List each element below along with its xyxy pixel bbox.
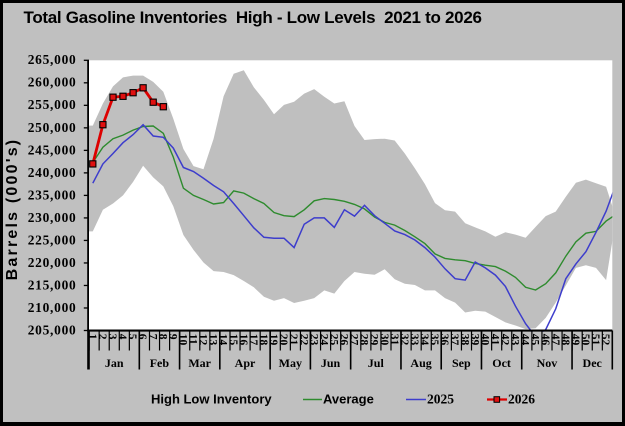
svg-text:9: 9: [166, 334, 178, 340]
svg-text:38: 38: [458, 334, 470, 346]
svg-text:3: 3: [106, 334, 118, 340]
svg-text:28: 28: [358, 334, 370, 346]
svg-text:45: 45: [529, 334, 541, 346]
svg-text:1: 1: [86, 334, 98, 340]
svg-text:51: 51: [589, 334, 601, 346]
svg-text:Mar: Mar: [188, 356, 211, 370]
svg-text:42: 42: [499, 334, 511, 346]
svg-text:35: 35: [428, 334, 440, 346]
svg-text:23: 23: [307, 334, 319, 346]
svg-text:5: 5: [126, 334, 138, 340]
svg-text:6: 6: [136, 334, 148, 340]
svg-text:Total Gasoline Inventories Hi: Total Gasoline Inventories High - Low Le…: [24, 8, 482, 27]
svg-text:43: 43: [509, 334, 521, 346]
svg-text:215,000: 215,000: [28, 277, 77, 292]
svg-text:49: 49: [569, 334, 581, 346]
svg-text:41: 41: [489, 334, 501, 346]
svg-text:High Low Inventory: High Low Inventory: [151, 392, 272, 407]
svg-text:22: 22: [297, 334, 309, 346]
svg-text:39: 39: [468, 334, 480, 346]
svg-text:52: 52: [599, 334, 611, 346]
svg-text:30: 30: [378, 334, 390, 346]
svg-text:255,000: 255,000: [28, 97, 77, 112]
svg-text:31: 31: [388, 334, 400, 346]
svg-text:36: 36: [438, 334, 450, 346]
svg-text:230,000: 230,000: [28, 210, 77, 225]
svg-text:2026: 2026: [508, 392, 535, 407]
svg-text:2: 2: [96, 334, 108, 340]
svg-text:Feb: Feb: [150, 356, 170, 370]
svg-text:210,000: 210,000: [28, 300, 77, 315]
svg-text:8: 8: [156, 334, 168, 340]
svg-text:19: 19: [267, 334, 279, 346]
svg-text:May: May: [279, 356, 302, 370]
svg-text:47: 47: [549, 334, 561, 346]
svg-text:235,000: 235,000: [28, 187, 77, 202]
svg-text:33: 33: [408, 334, 420, 346]
svg-text:245,000: 245,000: [28, 142, 77, 157]
svg-text:Jun: Jun: [321, 356, 341, 370]
svg-text:27: 27: [348, 334, 360, 346]
svg-text:Oct: Oct: [492, 356, 511, 370]
svg-text:7: 7: [146, 334, 158, 340]
svg-text:205,000: 205,000: [28, 322, 77, 337]
svg-text:20: 20: [277, 334, 289, 346]
svg-text:265,000: 265,000: [28, 52, 77, 67]
svg-text:220,000: 220,000: [28, 255, 77, 270]
svg-text:12: 12: [197, 334, 209, 346]
svg-text:250,000: 250,000: [28, 120, 77, 135]
svg-text:Jul: Jul: [368, 356, 385, 370]
svg-text:Sep: Sep: [452, 356, 471, 370]
svg-text:17: 17: [247, 334, 259, 346]
svg-text:11: 11: [187, 334, 199, 345]
svg-text:24: 24: [317, 334, 329, 346]
svg-text:44: 44: [519, 334, 531, 346]
svg-text:32: 32: [398, 334, 410, 346]
svg-text:13: 13: [207, 334, 219, 346]
svg-text:37: 37: [448, 334, 460, 346]
svg-text:Apr: Apr: [235, 356, 256, 370]
svg-text:10: 10: [177, 334, 189, 346]
svg-text:46: 46: [539, 334, 551, 346]
svg-text:15: 15: [227, 334, 239, 346]
svg-text:240,000: 240,000: [28, 165, 77, 180]
svg-text:Jan: Jan: [105, 356, 124, 370]
svg-text:Barrels (000's): Barrels (000's): [4, 138, 21, 281]
svg-text:260,000: 260,000: [28, 75, 77, 90]
svg-text:29: 29: [368, 334, 380, 346]
svg-text:4: 4: [116, 334, 128, 340]
svg-text:Average: Average: [323, 392, 374, 407]
svg-text:26: 26: [338, 334, 350, 346]
svg-text:18: 18: [257, 334, 269, 346]
svg-text:14: 14: [217, 334, 229, 346]
svg-text:Dec: Dec: [583, 356, 603, 370]
svg-text:225,000: 225,000: [28, 232, 77, 247]
svg-text:40: 40: [478, 334, 490, 346]
svg-text:34: 34: [418, 334, 430, 346]
svg-text:21: 21: [287, 334, 299, 346]
svg-text:Nov: Nov: [537, 356, 558, 370]
svg-text:48: 48: [559, 334, 571, 346]
svg-text:Aug: Aug: [410, 356, 431, 370]
svg-text:2025: 2025: [427, 392, 454, 407]
svg-text:25: 25: [327, 334, 339, 346]
svg-text:16: 16: [237, 334, 249, 346]
svg-text:50: 50: [579, 334, 591, 346]
